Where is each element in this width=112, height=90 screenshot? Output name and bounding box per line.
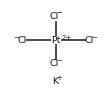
Text: Pt: Pt [51, 36, 61, 45]
Text: Cl: Cl [18, 36, 27, 45]
Text: Cl: Cl [49, 12, 58, 21]
Text: 2+: 2+ [62, 35, 72, 40]
Text: Cl: Cl [85, 36, 94, 45]
Text: Cl: Cl [49, 59, 58, 68]
Text: K: K [52, 76, 58, 86]
Text: −: − [13, 35, 19, 40]
Text: −: − [92, 35, 98, 40]
Text: −: − [56, 10, 62, 16]
Text: −: − [56, 58, 62, 64]
Text: +: + [56, 76, 62, 81]
